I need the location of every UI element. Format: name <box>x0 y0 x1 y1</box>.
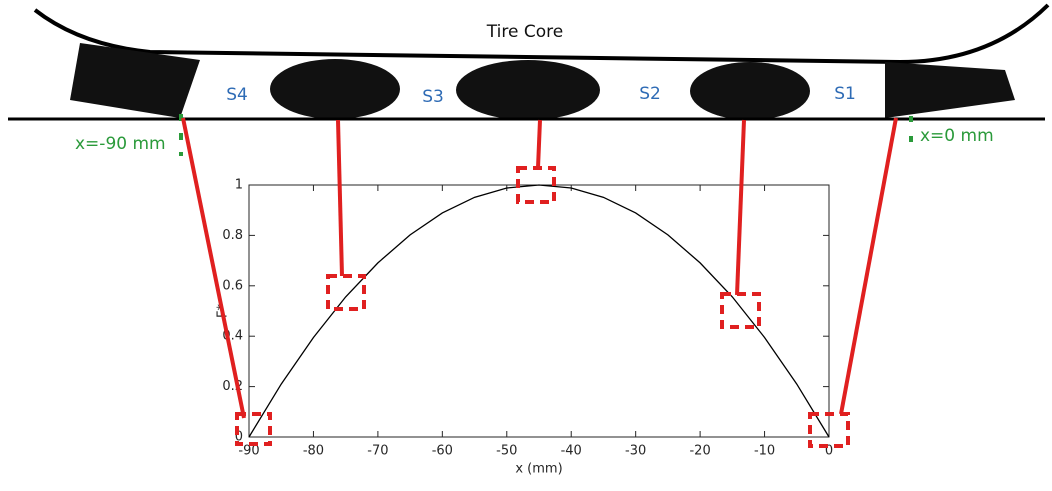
segment-label: S4 <box>226 85 248 105</box>
x-tick-label: 0 <box>825 444 833 459</box>
y-tick-label: 0 <box>235 430 243 445</box>
segment-label: S2 <box>639 84 661 104</box>
x-tick-label: -90 <box>238 444 259 459</box>
marker-label: x=-90 mm <box>75 134 166 154</box>
x-tick-label: -30 <box>625 444 646 459</box>
x-tick-label: -40 <box>561 444 582 459</box>
segment-label: S3 <box>422 87 444 107</box>
y-tick-label: 0.6 <box>222 278 243 293</box>
y-tick-label: 0.8 <box>222 228 243 243</box>
x-tick-label: -20 <box>689 444 710 459</box>
marker-label: x=0 mm <box>920 126 994 146</box>
x-tick-label: -50 <box>496 444 517 459</box>
tire-blocks <box>70 43 1015 120</box>
x-tick-label: -70 <box>367 444 388 459</box>
x-tick-label: -80 <box>303 444 324 459</box>
tire-core-label: Tire Core <box>486 22 563 42</box>
plot-frame <box>248 184 830 438</box>
x-axis-label: x (mm) <box>515 462 562 477</box>
segment-label: S1 <box>834 84 856 104</box>
x-tick-label: -60 <box>432 444 453 459</box>
x-tick-label: -10 <box>754 444 775 459</box>
connectors <box>181 117 898 448</box>
y-tick-label: 1 <box>235 178 243 193</box>
tire-outline <box>33 3 1050 65</box>
plot: -90 -80 -70 -60 -50 -40 -30 -20 -10 000.20.40.60.… <box>216 178 834 477</box>
curve <box>248 184 830 438</box>
